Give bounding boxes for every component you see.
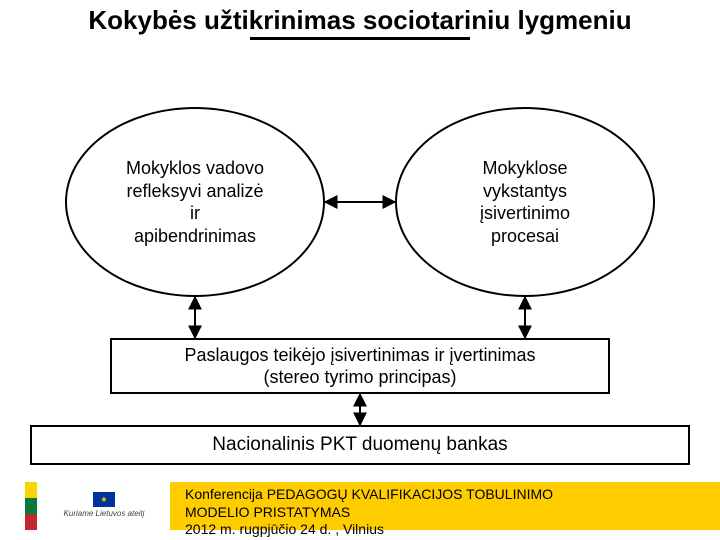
ellipse-left-text: Mokyklos vadovo refleksyvi analizė ir ap… [126,157,264,247]
eu-flag-icon: ★ [93,492,115,507]
rect-bottom: Nacionalinis PKT duomenų bankas [30,425,690,465]
footer-flag-stripe [25,482,37,530]
rect-middle: Paslaugos teikėjo įsivertinimas ir įvert… [110,338,610,394]
footer-logo-caption: Kuriame Lietuvos ateitį [64,509,145,518]
ellipse-right: Mokyklose vykstantys įsivertinimo proces… [395,107,655,297]
footer-logo-box: ★ Kuriame Lietuvos ateitį [40,478,168,532]
flag-green [25,498,37,514]
footer-line3: 2012 m. rugpjūčio 24 d. , Vilnius [185,521,553,539]
rect-middle-text: Paslaugos teikėjo įsivertinimas ir įvert… [184,344,535,389]
rect-bottom-text: Nacionalinis PKT duomenų bankas [212,433,507,457]
footer-text: Konferencija PEDAGOGŲ KVALIFIKACIJOS TOB… [185,486,553,539]
footer-line2: MODELIO PRISTATYMAS [185,504,553,522]
ellipse-right-text: Mokyklose vykstantys įsivertinimo proces… [480,157,570,247]
title-underline [250,37,470,40]
slide-title: Kokybės užtikrinimas sociotariniu lygmen… [0,6,720,40]
flag-yellow [25,482,37,498]
ellipse-left: Mokyklos vadovo refleksyvi analizė ir ap… [65,107,325,297]
flag-red [25,514,37,530]
footer-line1: Konferencija PEDAGOGŲ KVALIFIKACIJOS TOB… [185,486,553,504]
title-text: Kokybės užtikrinimas sociotariniu lygmen… [88,5,631,35]
